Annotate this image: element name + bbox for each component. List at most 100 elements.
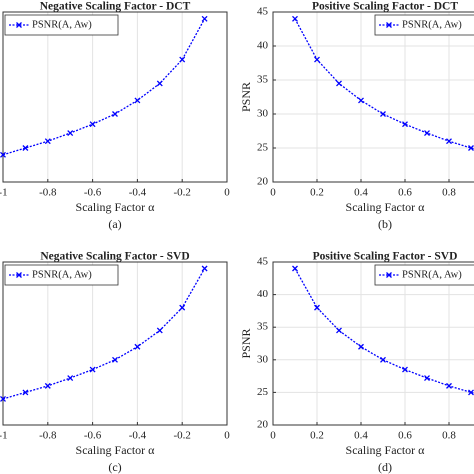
x-tick-label: -0.4	[129, 187, 147, 199]
x-tick-label: 0	[224, 430, 230, 442]
marker	[156, 327, 163, 334]
x-tick-label: 0.8	[442, 187, 456, 199]
legend-box	[4, 264, 119, 286]
caption: (d)	[378, 460, 392, 474]
x-tick-label: -1	[0, 430, 8, 442]
x-tick-label: -0.2	[173, 187, 190, 199]
x-tick-label: -0.6	[84, 430, 102, 442]
y-tick-label: 45	[257, 6, 269, 18]
y-tick-label: 25	[257, 386, 269, 398]
marker	[380, 356, 386, 363]
marker	[134, 343, 141, 350]
marker	[44, 138, 51, 145]
legend-marker	[16, 22, 22, 28]
x-axis-label: Scaling Factor α	[346, 443, 426, 457]
subplot: 0 0.2 0.4 0.6 0.8 20 25 30 35 40 45 Positive Scalin…	[239, 251, 474, 474]
marker	[380, 111, 386, 117]
x-tick-label: 0	[270, 430, 276, 442]
marker	[67, 130, 74, 136]
x-tick-label: 0.2	[310, 187, 324, 199]
axes-box	[272, 11, 474, 183]
axes-box	[2, 11, 228, 183]
caption: (a)	[108, 217, 121, 231]
series-line	[2, 268, 206, 400]
marker	[112, 356, 118, 363]
marker	[156, 80, 163, 87]
marker	[44, 382, 51, 389]
marker	[336, 80, 342, 87]
marker	[292, 265, 298, 272]
marker	[89, 121, 96, 128]
y-tick-label: 30	[257, 108, 269, 120]
marker	[201, 15, 208, 22]
x-tick-label: 0.2	[310, 430, 324, 442]
x-tick-label: 0	[270, 187, 276, 199]
caption: (c)	[108, 460, 121, 474]
legend-label: PSNR(A, Aw)	[32, 269, 92, 280]
y-tick-label: 40	[257, 288, 269, 300]
marker	[424, 130, 430, 136]
chart-title: Positive Scaling Factor - SVD	[313, 251, 458, 263]
x-axis-label: Scaling Factor α	[76, 200, 156, 214]
x-tick-label: -0.6	[84, 187, 102, 199]
marker	[358, 343, 364, 350]
marker	[67, 375, 74, 382]
marker	[468, 389, 474, 396]
marker	[201, 265, 208, 272]
marker	[402, 366, 408, 373]
legend-box	[4, 14, 119, 36]
marker	[0, 395, 6, 402]
marker	[22, 389, 29, 396]
marker	[468, 145, 474, 151]
x-axis-label: Scaling Factor α	[346, 200, 426, 214]
y-axis-label: PSNR	[239, 82, 253, 112]
y-tick-label: 25	[257, 142, 269, 154]
x-tick-label: -0.4	[129, 430, 147, 442]
x-tick-label: 0.4	[354, 187, 368, 199]
axes-box	[2, 261, 228, 426]
x-tick-label: -0.2	[173, 430, 190, 442]
subplot: -1 -0.8 -0.6 -0.4 -0.2 0 Negative Scaling Fact…	[0, 1, 230, 231]
legend-label: PSNR(A, Aw)	[402, 19, 462, 30]
subplot: -1 -0.8 -0.6 -0.4 -0.2 0 Negative Scaling Fact…	[0, 251, 230, 474]
marker	[336, 327, 342, 334]
x-tick-label: -0.8	[39, 430, 57, 442]
marker	[292, 15, 298, 22]
x-tick-label: 0.6	[398, 430, 412, 442]
marker	[179, 304, 186, 311]
chart-title: Negative Scaling Factor - SVD	[40, 251, 189, 263]
marker	[22, 145, 29, 151]
y-tick-label: 20	[257, 419, 269, 431]
y-tick-label: 30	[257, 353, 269, 365]
legend-box	[374, 14, 474, 36]
marker	[424, 375, 430, 382]
series-line	[294, 18, 474, 150]
legend-marker	[386, 22, 392, 28]
legend-marker	[386, 272, 392, 278]
x-tick-label: 0.6	[398, 187, 412, 199]
y-tick-label: 40	[257, 40, 269, 52]
x-tick-label: -1	[0, 187, 8, 199]
marker	[358, 97, 364, 104]
x-tick-label: 0.4	[354, 430, 368, 442]
marker	[446, 382, 452, 389]
y-tick-label: 45	[257, 256, 269, 268]
y-axis-label: PSNR	[239, 328, 253, 358]
chart-title: Positive Scaling Factor - DCT	[312, 1, 458, 13]
marker	[446, 138, 452, 145]
marker	[314, 56, 320, 63]
marker	[0, 151, 6, 158]
marker	[89, 366, 96, 373]
y-tick-label: 20	[257, 176, 269, 188]
marker	[179, 56, 186, 63]
legend-label: PSNR(A, Aw)	[402, 269, 462, 280]
caption: (b)	[378, 217, 392, 231]
x-tick-label: 0.8	[442, 430, 456, 442]
marker	[112, 111, 118, 117]
legend-box	[374, 264, 474, 286]
chart-title: Negative Scaling Factor - DCT	[40, 1, 191, 13]
series-line	[2, 18, 206, 156]
subplot: 0 0.2 0.4 0.6 0.8 20 25 30 35 40 45 Positive Scalin…	[239, 1, 474, 231]
marker	[134, 97, 141, 104]
